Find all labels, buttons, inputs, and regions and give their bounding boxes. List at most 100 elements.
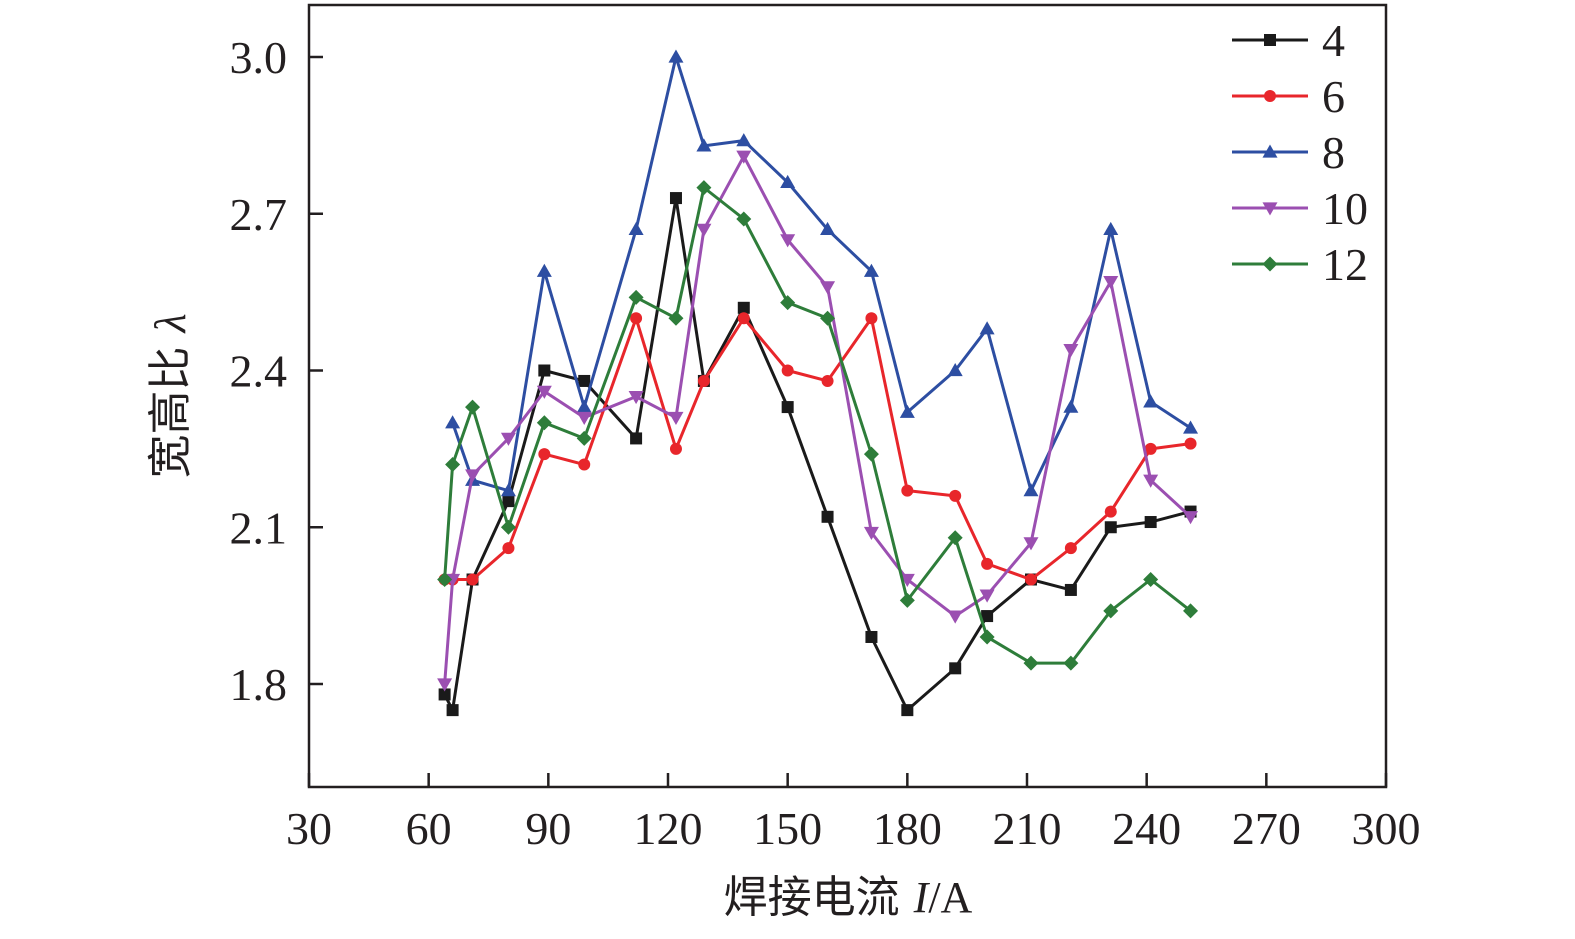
- data-point: [863, 263, 879, 277]
- x-tick-label: 30: [286, 803, 332, 854]
- data-point: [697, 374, 710, 387]
- legend-item-8: 8: [1232, 127, 1345, 178]
- data-point: [737, 301, 750, 314]
- data-point: [1104, 505, 1117, 518]
- data-point: [780, 295, 796, 311]
- data-point: [668, 310, 684, 326]
- data-point: [1184, 437, 1197, 450]
- data-point: [947, 530, 963, 546]
- data-point: [578, 458, 591, 471]
- data-point: [780, 174, 796, 189]
- data-point: [630, 432, 643, 445]
- data-point: [1024, 573, 1037, 586]
- data-point: [696, 180, 712, 196]
- data-point: [949, 662, 962, 675]
- data-point: [1103, 276, 1119, 290]
- series-line-10: [443, 153, 1192, 685]
- data-point: [536, 385, 552, 399]
- legend-label: 4: [1322, 15, 1345, 66]
- legend-marker: [1262, 144, 1278, 158]
- y-tick-label: 2.4: [230, 346, 288, 397]
- series-8: [445, 49, 1199, 497]
- data-point: [500, 519, 516, 535]
- data-point: [576, 411, 592, 426]
- data-point: [821, 510, 834, 523]
- data-point: [1023, 483, 1039, 497]
- series-12: [437, 180, 1199, 671]
- data-point: [736, 211, 752, 227]
- data-point: [668, 411, 684, 426]
- legend-label: 10: [1322, 183, 1368, 234]
- data-point: [500, 432, 516, 446]
- data-point: [899, 573, 915, 587]
- data-point: [437, 678, 453, 692]
- x-tick-label: 90: [525, 803, 571, 854]
- data-point: [437, 572, 453, 587]
- data-point: [1103, 603, 1119, 619]
- data-point: [947, 610, 963, 624]
- data-point: [1144, 442, 1157, 455]
- data-point: [628, 391, 644, 405]
- data-point: [1064, 542, 1077, 555]
- x-axis-label-text: 焊接电流: [724, 872, 914, 923]
- data-point: [536, 415, 552, 431]
- series-line-8: [451, 51, 1192, 495]
- series-line-6: [444, 313, 1191, 582]
- data-point: [445, 457, 461, 473]
- x-axis-label: 焊接电流 I/A: [724, 872, 973, 923]
- legend-item-10: 10: [1232, 183, 1368, 234]
- data-point: [502, 542, 515, 555]
- data-point: [979, 589, 995, 603]
- legend-label: 6: [1322, 71, 1345, 122]
- data-point: [466, 573, 479, 586]
- x-tick-label: 60: [406, 803, 452, 854]
- x-axis-ticks: 30 60 90 120 150 180 210 240 270 300: [286, 773, 1421, 854]
- data-point: [820, 310, 836, 326]
- data-point: [737, 312, 750, 325]
- data-point: [576, 399, 592, 413]
- data-point: [981, 610, 994, 623]
- x-axis-label-var: I: [913, 873, 931, 922]
- x-tick-label: 270: [1232, 803, 1301, 854]
- data-point: [1183, 511, 1199, 525]
- data-point: [781, 401, 794, 414]
- data-point: [949, 489, 962, 502]
- plot-frame: [307, 3, 1388, 789]
- data-point: [1144, 516, 1157, 529]
- legend-item-6: 6: [1232, 71, 1345, 122]
- data-point: [781, 364, 794, 377]
- data-point: [1063, 655, 1079, 671]
- data-point: [1183, 603, 1199, 619]
- y-tick-label: 2.7: [230, 189, 288, 240]
- data-point: [445, 415, 461, 429]
- data-point: [465, 399, 481, 415]
- y-axis-ticks: 1.8 2.1 2.4 2.7 3.0: [230, 32, 323, 710]
- data-point: [536, 263, 552, 277]
- legend-marker: [1262, 202, 1278, 216]
- y-tick-label: 3.0: [230, 32, 288, 83]
- y-tick-label: 2.1: [230, 502, 288, 553]
- data-point: [628, 221, 644, 236]
- x-tick-label: 180: [873, 803, 942, 854]
- data-point: [630, 312, 643, 325]
- data-point: [696, 138, 712, 152]
- data-point: [863, 526, 879, 540]
- y-axis-label-var: λ: [146, 313, 195, 334]
- data-point: [578, 374, 591, 387]
- data-point: [820, 281, 836, 295]
- data-point: [1023, 537, 1039, 551]
- x-tick-label: 240: [1112, 803, 1181, 854]
- data-point: [979, 321, 995, 335]
- data-point: [865, 312, 878, 325]
- data-point: [979, 629, 995, 645]
- data-point: [820, 221, 836, 236]
- legend-label: 8: [1322, 127, 1345, 178]
- x-tick-label: 150: [753, 803, 822, 854]
- data-point: [821, 374, 834, 387]
- data-point: [500, 483, 516, 497]
- legend-marker: [1262, 256, 1278, 272]
- legend-item-4: 4: [1232, 15, 1345, 66]
- data-point: [628, 289, 644, 305]
- series-layer: [437, 49, 1199, 717]
- y-axis-label-text: 宽高比: [145, 333, 196, 479]
